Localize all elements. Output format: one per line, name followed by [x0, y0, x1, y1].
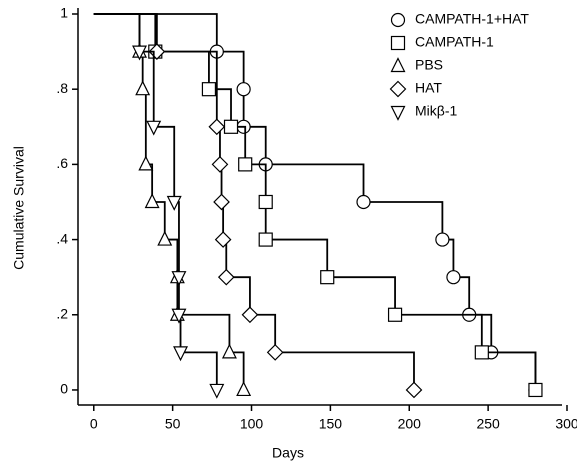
marker	[138, 155, 154, 171]
y-tick-label: .6	[56, 155, 68, 171]
marker	[320, 270, 335, 285]
marker	[238, 157, 253, 172]
legend-label: CAMPATH-1	[415, 34, 494, 50]
marker	[387, 307, 403, 322]
legend-marker	[389, 80, 407, 98]
x-tick-label: 300	[555, 416, 577, 432]
x-tick-label: 200	[398, 416, 422, 432]
survival-step	[243, 125, 267, 165]
marker	[214, 231, 232, 248]
survival-step	[180, 351, 218, 390]
marker	[173, 346, 189, 362]
legend-marker	[390, 12, 406, 28]
marker	[211, 156, 229, 173]
survival-step	[395, 313, 483, 353]
marker	[405, 381, 423, 399]
marker	[208, 118, 226, 136]
survival-step	[142, 88, 147, 165]
marker	[266, 344, 284, 361]
survival-step	[216, 50, 245, 90]
marker	[132, 45, 147, 61]
x-tick-label: 150	[319, 416, 343, 432]
x-axis-label: Days	[272, 445, 304, 461]
survival-step	[363, 201, 444, 240]
marker	[258, 232, 273, 247]
survival-step	[265, 238, 329, 278]
survival-step	[249, 313, 277, 353]
y-axis-label: Cumulative Survival	[11, 146, 27, 270]
y-tick-label: .8	[56, 80, 68, 96]
marker	[166, 195, 182, 211]
survival-step	[139, 50, 155, 127]
legend-label: CAMPATH-1+HAT	[415, 11, 529, 27]
marker	[236, 82, 251, 97]
y-tick-label: 0	[60, 381, 68, 397]
marker	[435, 232, 450, 247]
marker	[171, 271, 187, 287]
x-tick-label: 50	[165, 416, 181, 432]
marker	[356, 194, 371, 210]
survival-step	[481, 351, 537, 390]
y-tick-label: .4	[56, 230, 68, 246]
survival-step	[265, 163, 365, 202]
marker	[446, 270, 461, 285]
y-tick-label: .2	[56, 305, 68, 321]
legend-label: Mikβ-1	[415, 103, 457, 119]
survival-step	[177, 313, 231, 353]
marker	[135, 80, 151, 96]
marker	[201, 82, 217, 97]
legend-label: PBS	[415, 57, 443, 73]
survival-step	[229, 351, 245, 390]
marker	[221, 343, 237, 359]
survival-step	[93, 13, 141, 52]
survival-step	[155, 50, 210, 90]
survival-step	[93, 13, 158, 52]
marker	[474, 345, 489, 360]
marker	[241, 306, 259, 324]
marker	[236, 381, 252, 397]
survival-step	[153, 125, 176, 202]
survival-step	[156, 50, 218, 127]
x-tick-label: 0	[90, 416, 98, 432]
survival-step	[327, 276, 396, 315]
marker	[217, 268, 235, 286]
legend-label: HAT	[415, 80, 442, 96]
legend-marker	[390, 105, 406, 121]
x-tick-label: 100	[240, 416, 264, 432]
marker	[528, 382, 543, 398]
marker	[209, 383, 225, 399]
legend-marker	[390, 57, 406, 73]
marker	[258, 194, 273, 210]
legend-marker	[390, 35, 406, 51]
marker	[157, 230, 173, 246]
survival-step	[275, 351, 415, 390]
y-tick-label: 1	[60, 5, 68, 21]
marker	[171, 308, 187, 324]
marker	[144, 193, 160, 209]
marker	[223, 119, 239, 134]
x-tick-label: 250	[476, 416, 500, 432]
marker	[146, 120, 162, 136]
survival-step	[226, 276, 251, 315]
marker	[213, 193, 230, 211]
